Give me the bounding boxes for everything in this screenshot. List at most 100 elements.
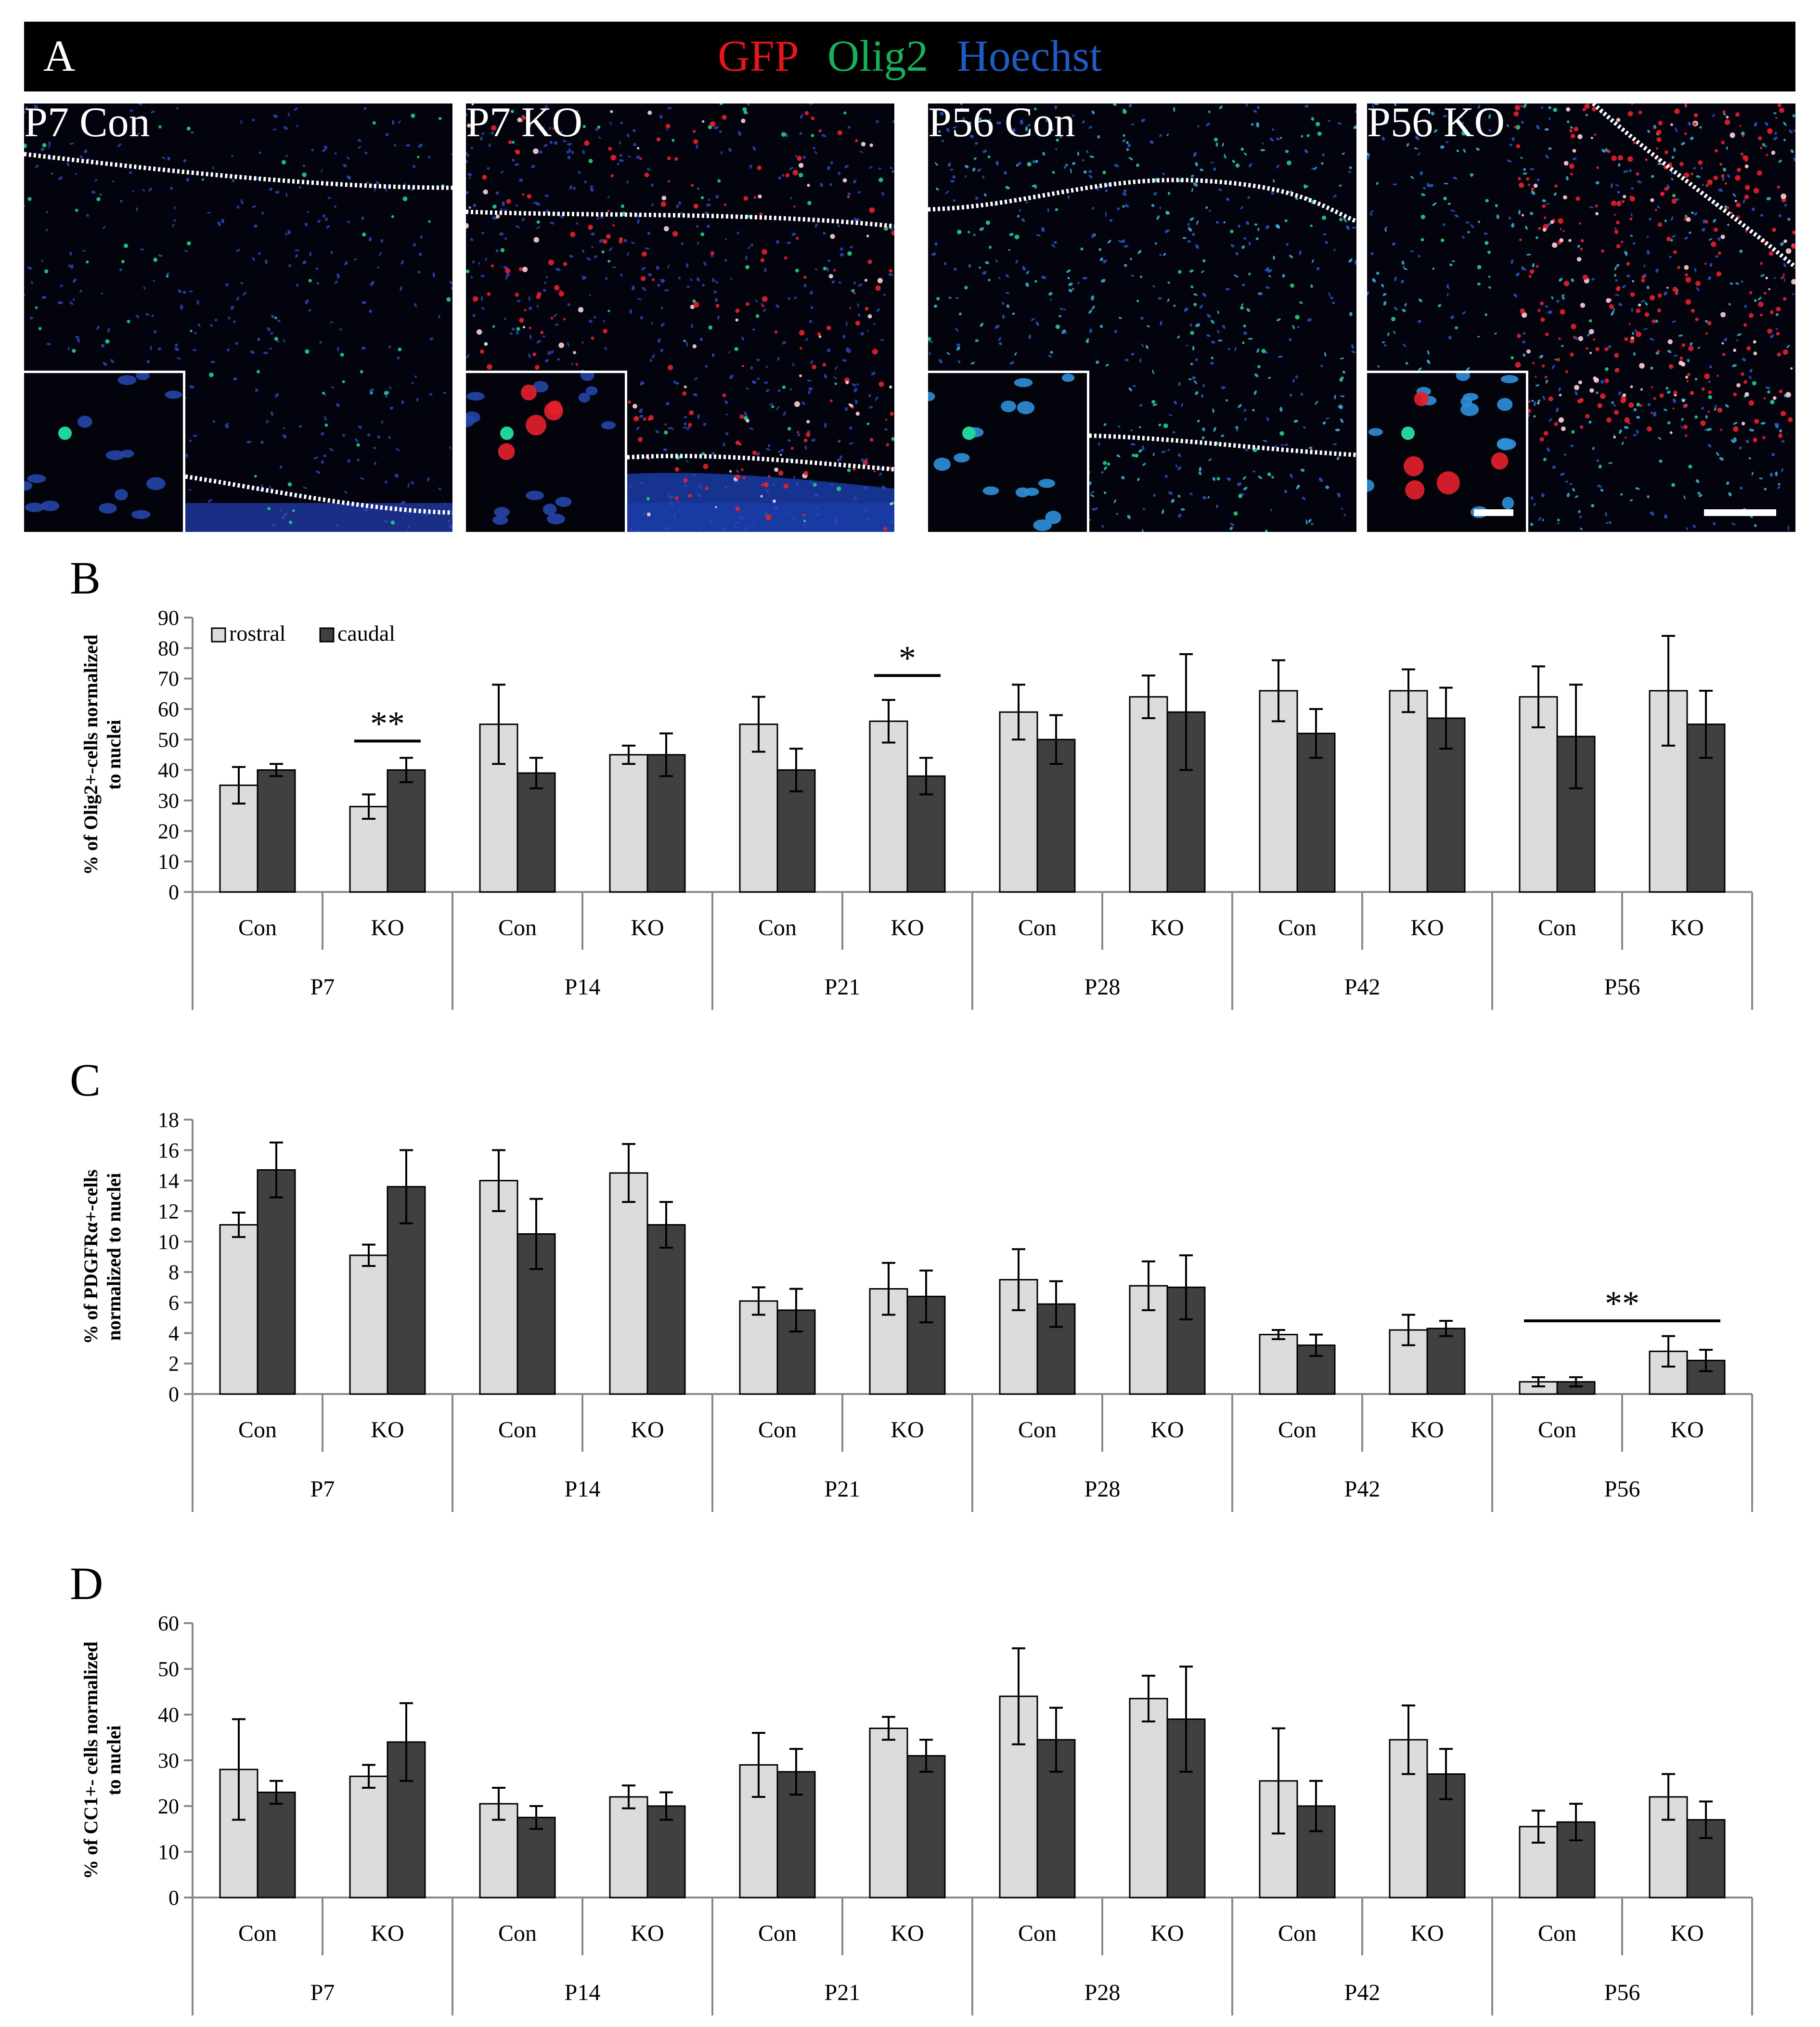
- bar-caudal: [906, 775, 946, 893]
- y-tick-label: 0: [168, 880, 179, 904]
- chart-panel-b: B 0 10 20 30 40 50 60 70 80 90 % of Olig2+-cells no…: [70, 552, 1753, 1010]
- group-label: P56: [1604, 974, 1640, 1000]
- y-tick-label: 30: [158, 1749, 179, 1772]
- subgroup-label: KO: [1150, 915, 1184, 941]
- micrograph-label: P7 Con: [24, 103, 150, 146]
- y-axis-label: % of CC1+- cells normalizedto nuclei: [80, 1641, 125, 1879]
- bar-rostral: [349, 1254, 388, 1395]
- subgroup-label: KO: [631, 915, 664, 941]
- group-label: P56: [1604, 1980, 1640, 2005]
- scale-bar: [1704, 509, 1776, 516]
- chart-panel-d: D 0 10 20 30 40 50 60 % of CC1+- cells normalize…: [70, 1558, 1753, 2015]
- subgroup-label: Con: [1278, 1921, 1317, 1946]
- panel-label: C: [70, 1054, 101, 1106]
- stain-legend: GFP Olig2 Hoechst: [24, 30, 1795, 81]
- bar-rostral: [869, 1728, 908, 1898]
- y-tick-label: 6: [168, 1291, 179, 1315]
- subgroup-label: Con: [1018, 1417, 1057, 1443]
- bar-caudal: [646, 1805, 686, 1898]
- bar-rostral: [609, 1172, 648, 1395]
- group-label: P21: [825, 1980, 861, 2005]
- bar-rostral: [1259, 690, 1298, 893]
- subgroup-label: Con: [1538, 1417, 1576, 1443]
- group-label: P42: [1344, 1476, 1381, 1502]
- subgroup-label: KO: [891, 915, 924, 941]
- bar-caudal: [1686, 723, 1726, 893]
- subgroup-label: KO: [1150, 1921, 1184, 1946]
- y-tick-label: 40: [158, 1703, 179, 1727]
- subgroup-label: KO: [1670, 915, 1704, 941]
- group-label: P28: [1084, 974, 1121, 1000]
- inset-scale-bar: [1474, 509, 1513, 516]
- legend-swatch: [319, 627, 335, 643]
- micrograph-label: P56 KO: [1367, 103, 1505, 146]
- y-tick-label: 20: [158, 819, 179, 843]
- bar-caudal: [257, 1792, 296, 1898]
- micrograph-p56-con: P56 Con: [928, 103, 1356, 532]
- subgroup-label: KO: [631, 1921, 664, 1946]
- bar-rostral: [479, 1180, 518, 1395]
- significance-label: *: [899, 639, 916, 677]
- y-tick-label: 0: [168, 1886, 179, 1910]
- subgroup-label: Con: [498, 1417, 537, 1443]
- panel-label: B: [70, 552, 101, 604]
- panel-label: D: [70, 1558, 103, 1609]
- y-axis-label: % of Olig2+-cells normalizedto nuclei: [80, 634, 125, 875]
- y-tick-label: 80: [158, 636, 179, 660]
- micrograph-p56-ko: P56 KO: [1367, 103, 1795, 532]
- group-label: P14: [565, 1476, 601, 1502]
- subgroup-label: KO: [371, 915, 404, 941]
- y-tick-label: 12: [158, 1200, 179, 1223]
- bar-caudal: [516, 772, 556, 893]
- bar-caudal: [387, 769, 426, 893]
- bar-caudal: [516, 1817, 556, 1898]
- bar-caudal: [646, 754, 686, 893]
- subgroup-label: KO: [371, 1921, 404, 1946]
- y-tick-label: 20: [158, 1795, 179, 1818]
- group-label: P21: [825, 974, 861, 1000]
- group-label: P28: [1084, 1980, 1121, 2005]
- subgroup-label: KO: [1670, 1921, 1704, 1946]
- bar-caudal: [646, 1224, 686, 1395]
- bar-caudal: [1036, 738, 1076, 893]
- subgroup-label: KO: [631, 1417, 664, 1443]
- bar-rostral: [869, 720, 908, 893]
- panel-a-label: A: [43, 31, 76, 80]
- legend-label: caudal: [337, 621, 395, 646]
- bar-rostral: [1129, 1698, 1168, 1898]
- group-label: P7: [310, 1980, 335, 2005]
- bar-caudal: [906, 1755, 946, 1898]
- subgroup-label: KO: [1670, 1417, 1704, 1443]
- significance-label: **: [370, 705, 405, 743]
- bar-rostral: [1389, 690, 1428, 893]
- bar-rostral: [739, 1300, 778, 1395]
- y-tick-label: 30: [158, 789, 179, 813]
- y-tick-label: 0: [168, 1382, 179, 1406]
- y-tick-label: 50: [158, 1657, 179, 1681]
- legend-swatch: [211, 627, 226, 643]
- subgroup-label: Con: [1538, 915, 1576, 941]
- bar-caudal: [257, 1169, 296, 1395]
- subgroup-label: KO: [1410, 1921, 1444, 1946]
- subgroup-label: Con: [1538, 1921, 1576, 1946]
- y-tick-label: 18: [158, 1108, 179, 1132]
- subgroup-label: KO: [371, 1417, 404, 1443]
- group-label: P42: [1344, 1980, 1381, 2005]
- subgroup-label: Con: [238, 1921, 277, 1946]
- subgroup-label: Con: [758, 915, 797, 941]
- y-tick-label: 14: [158, 1169, 179, 1193]
- y-tick-label: 60: [158, 1612, 179, 1635]
- y-tick-label: 50: [158, 728, 179, 751]
- subgroup-label: Con: [238, 1417, 277, 1443]
- subgroup-label: Con: [498, 1921, 537, 1946]
- subgroup-label: KO: [891, 1417, 924, 1443]
- bar-rostral: [1129, 696, 1168, 893]
- y-tick-label: 4: [168, 1321, 179, 1345]
- y-tick-label: 8: [168, 1261, 179, 1284]
- subgroup-label: KO: [891, 1921, 924, 1946]
- bar-caudal: [257, 769, 296, 893]
- micrograph-inset: [466, 371, 627, 532]
- bar-rostral: [349, 806, 388, 893]
- y-tick-label: 10: [158, 1840, 179, 1864]
